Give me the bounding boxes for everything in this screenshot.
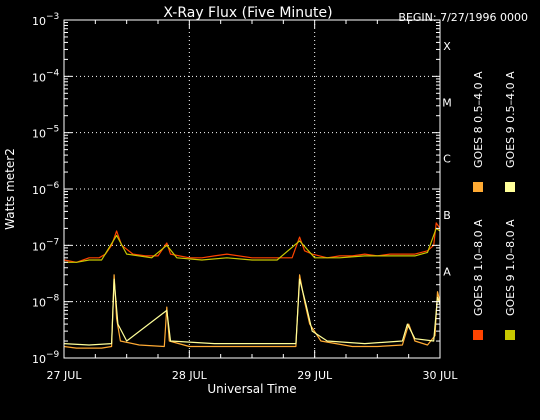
y-tick-label: 10−7 xyxy=(32,237,59,253)
y-axis-label: Watts meter2 xyxy=(3,148,17,230)
legend-swatch-4 xyxy=(505,182,515,192)
y-tick-label: 10−3 xyxy=(32,12,59,28)
legend: GOES 8 1.0–8.0 A GOES 8 0.5–4.0 A GOES 9 1… xyxy=(472,71,517,340)
legend-label-4: GOES 9 0.5–4.0 A xyxy=(504,71,517,168)
plot-area xyxy=(63,19,441,359)
legend-label-3: GOES 9 1.0–8.0 A xyxy=(504,219,517,316)
x-axis-label: Universal Time xyxy=(207,382,296,396)
legend-swatch-3 xyxy=(505,330,515,340)
grid-lines xyxy=(64,20,440,358)
y-tick-label: 10−9 xyxy=(32,350,60,366)
series-line-2 xyxy=(63,274,441,349)
x-tick-label: 27 JUL xyxy=(47,369,83,382)
flare-class-c: C xyxy=(443,153,451,166)
flare-class-x: X xyxy=(443,40,451,53)
flare-class-labels: X M C B A xyxy=(442,40,452,278)
series-line-3 xyxy=(64,227,441,263)
y-tick-label: 10−5 xyxy=(32,125,59,141)
x-tick-labels: 27 JUL 28 JUL 29 JUL 30 JUL xyxy=(47,369,459,382)
flare-class-m: M xyxy=(442,96,452,109)
series-line-1 xyxy=(63,222,441,263)
x-tick-label: 30 JUL xyxy=(423,369,459,382)
axis-ticks xyxy=(63,19,441,359)
y-tick-label: 10−6 xyxy=(32,181,60,197)
flare-class-a: A xyxy=(443,265,451,278)
y-tick-label: 10−4 xyxy=(32,68,60,84)
chart-title: X-Ray Flux (Five Minute) xyxy=(163,5,332,21)
legend-swatch-1 xyxy=(473,330,483,340)
x-tick-label: 28 JUL xyxy=(172,369,208,382)
y-tick-label: 10−8 xyxy=(32,294,60,310)
legend-label-1: GOES 8 1.0–8.0 A xyxy=(472,219,485,316)
flare-class-b: B xyxy=(443,209,451,222)
series-lines xyxy=(63,222,441,349)
x-tick-label: 29 JUL xyxy=(297,369,333,382)
legend-swatch-2 xyxy=(473,182,483,192)
y-tick-labels: 10−9 10−8 10−7 10−6 10−5 10−4 10−3 xyxy=(32,12,60,366)
series-line-4 xyxy=(63,278,441,346)
legend-label-2: GOES 8 0.5–4.0 A xyxy=(472,71,485,168)
begin-label: BEGIN: 7/27/1996 0000 xyxy=(398,11,528,24)
